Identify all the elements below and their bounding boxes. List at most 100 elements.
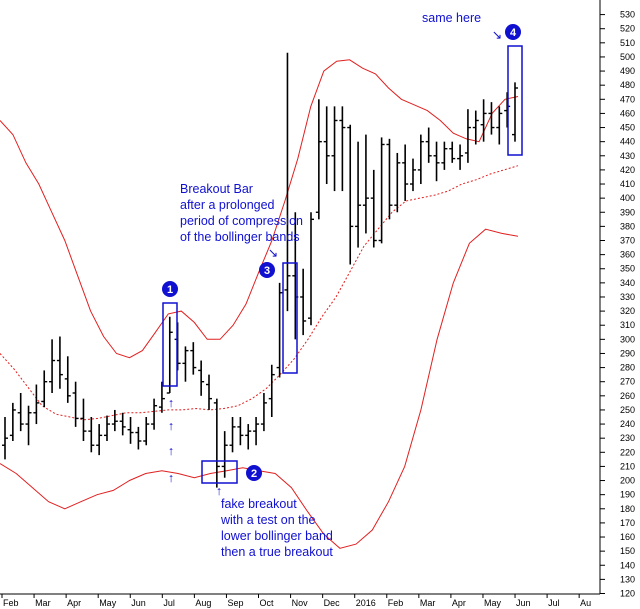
ohlc-bar <box>480 99 487 142</box>
x-tick-label: Sep <box>227 598 243 608</box>
ohlc-bar <box>41 370 48 408</box>
x-tick-label: Jun <box>131 598 146 608</box>
ohlc-bar <box>402 144 409 201</box>
y-tick-label: 260 <box>620 391 635 401</box>
ohlc-bar <box>213 398 220 488</box>
ohlc-bar <box>300 268 307 336</box>
y-tick-label: 160 <box>620 532 635 542</box>
y-tick-label: 300 <box>620 334 635 344</box>
up-arrow-1: ↑ <box>168 396 174 410</box>
y-tick-label: 290 <box>620 348 635 358</box>
y-tick-label: 530 <box>620 10 635 20</box>
y-tick-label: 360 <box>620 250 635 260</box>
y-tick-label: 420 <box>620 165 635 175</box>
highlight-box-4 <box>507 45 523 156</box>
badge-1: 1 <box>162 281 178 297</box>
ohlc-bar <box>221 431 228 478</box>
ohlc-bar <box>127 417 134 444</box>
y-tick-label: 130 <box>620 574 635 584</box>
number-badges: 1 2 3 4 <box>162 24 521 481</box>
badge-1-label: 1 <box>167 284 173 296</box>
ohlc-bars <box>2 52 518 488</box>
y-tick-label: 200 <box>620 476 635 486</box>
fake-breakout-line-4: then a true breakout <box>221 545 333 559</box>
y-tick-label: 340 <box>620 278 635 288</box>
y-tick-label: 450 <box>620 123 635 133</box>
ohlc-bar <box>72 381 79 427</box>
ohlc-bar <box>245 424 252 450</box>
ohlc-bar <box>362 134 369 234</box>
ohlc-bar <box>64 356 71 403</box>
x-tick-label: 2016 <box>356 598 376 608</box>
y-tick-label: 140 <box>620 560 635 570</box>
ohlc-bar <box>496 106 503 145</box>
ohlc-bar <box>253 417 260 446</box>
y-tick-label: 190 <box>620 490 635 500</box>
highlight-boxes <box>162 45 523 484</box>
highlight-box-2 <box>201 460 238 484</box>
breakout-bar-line-4: of the bollinger bands <box>180 230 300 244</box>
y-tick-label: 390 <box>620 207 635 217</box>
annotation-arrows: ↑ ↑ ↑ ↑ ↑ ↘ ↘ <box>168 28 502 498</box>
badge-2-circle <box>246 465 262 481</box>
y-tick-label: 220 <box>620 447 635 457</box>
x-tick-label: Mar <box>420 598 436 608</box>
x-tick-label: Jul <box>548 598 560 608</box>
ohlc-bar <box>315 99 322 220</box>
ohlc-bar <box>464 109 471 163</box>
fake-breakout-line-2: with a test on the <box>220 513 316 527</box>
ohlc-bar <box>80 398 87 442</box>
x-tick-label: Aug <box>195 598 211 608</box>
highlight-box-3 <box>282 262 298 374</box>
ohlc-bar <box>488 102 495 135</box>
y-tick-label: 150 <box>620 546 635 556</box>
ohlc-bar <box>135 426 142 450</box>
y-tick-label: 400 <box>620 193 635 203</box>
ohlc-bar <box>229 417 236 453</box>
x-tick-label: Oct <box>260 598 275 608</box>
y-tick-label: 480 <box>620 80 635 90</box>
ohlc-bar <box>206 374 212 410</box>
up-arrow-3: ↑ <box>168 444 174 458</box>
y-tick-label: 120 <box>620 589 635 599</box>
y-tick-label: 460 <box>620 108 635 118</box>
upper-bollinger-band <box>0 59 519 359</box>
y-tick-label: 510 <box>620 38 635 48</box>
breakout-bar-line-3: period of compression <box>180 214 303 228</box>
y-axis: 120 130 140 150 160 170 180 190 200 210 220 230 240 2… <box>599 0 635 599</box>
x-tick-label: Jun <box>516 598 531 608</box>
down-right-arrow-4: ↘ <box>492 28 502 42</box>
y-tick-label: 170 <box>620 518 635 528</box>
y-tick-label: 250 <box>620 405 635 415</box>
y-tick-label: 380 <box>620 221 635 231</box>
y-tick-label: 520 <box>620 24 635 34</box>
annotation-text: Breakout Bar after a prolonged period of… <box>180 11 481 559</box>
ohlc-bar <box>158 381 165 413</box>
ohlc-bar <box>417 134 424 185</box>
badge-2: 2 <box>246 465 262 481</box>
ohlc-bar <box>88 417 95 453</box>
y-tick-label: 330 <box>620 292 635 302</box>
x-tick-label: May <box>484 598 502 608</box>
ohlc-bar <box>111 409 118 432</box>
ohlc-bar <box>268 364 275 417</box>
highlight-box-1 <box>162 302 178 387</box>
ohlc-bar <box>2 417 8 460</box>
ohlc-bar <box>49 339 56 393</box>
up-arrow-2: ↑ <box>168 419 174 433</box>
badge-3-label: 3 <box>264 265 270 277</box>
ohlc-bar <box>96 424 103 456</box>
x-tick-label: Apr <box>452 598 466 608</box>
ohlc-bar <box>355 141 362 248</box>
x-tick-label: Au <box>580 598 591 608</box>
y-tick-label: 210 <box>620 461 635 471</box>
ohlc-bar <box>56 336 63 389</box>
ohlc-bar <box>323 106 330 185</box>
ohlc-bar <box>308 212 314 326</box>
x-tick-label: Mar <box>35 598 51 608</box>
x-tick-label: Jul <box>163 598 175 608</box>
x-axis: Feb Mar Apr May Jun Jul Aug Sep Oct Nov Dec 2016 Feb… <box>0 593 600 608</box>
ohlc-bar <box>143 417 150 446</box>
x-tick-label: Feb <box>388 598 404 608</box>
x-tick-label: May <box>99 598 117 608</box>
